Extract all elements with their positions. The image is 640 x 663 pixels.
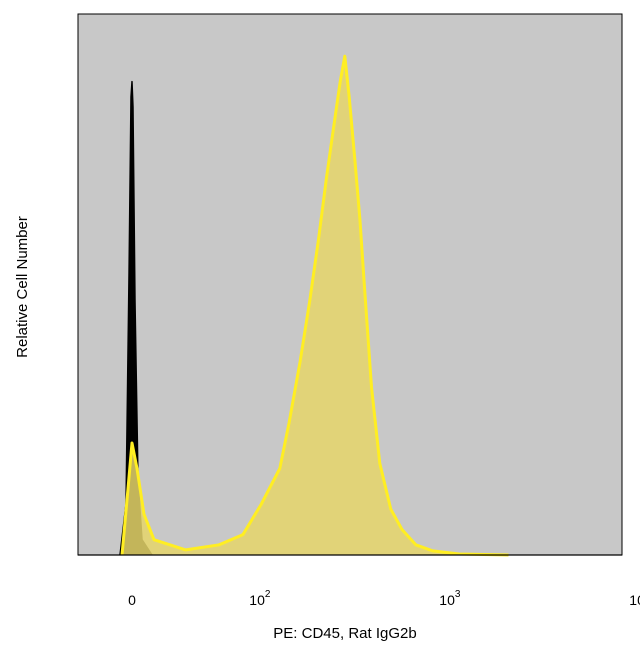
x-tick-labels: 0 102 103 104 (128, 589, 640, 608)
x-axis-title: PE: CD45, Rat IgG2b (273, 625, 416, 642)
series-layer (119, 54, 509, 557)
x-tick-label: 102 (249, 589, 271, 608)
stained-histogram-fill (122, 56, 509, 555)
x-tick-label: 0 (128, 592, 136, 608)
x-tick-label: 104 (629, 589, 640, 608)
y-axis-title: Relative Cell Number (14, 216, 31, 358)
stained-histogram-line (120, 54, 509, 557)
control-histogram-fill (120, 81, 152, 555)
x-tick-label: 103 (439, 589, 461, 608)
